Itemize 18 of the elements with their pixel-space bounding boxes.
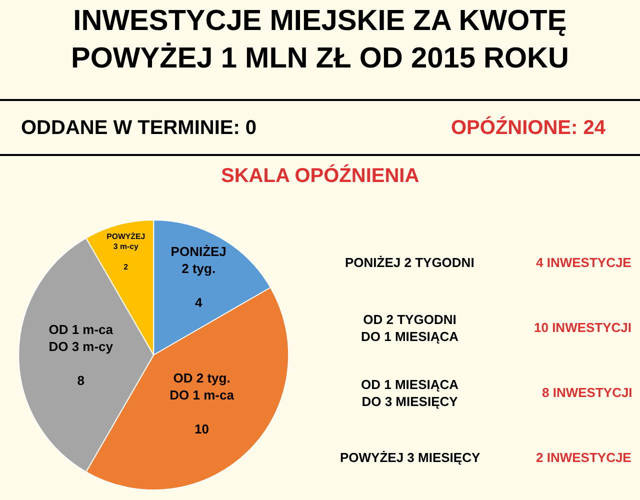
data-label: 4 [194, 294, 203, 310]
text: 8 INWESTYCJI [542, 385, 632, 400]
chart-subtitle: SKALA OPÓŹNIENIA [221, 164, 420, 187]
data-label: 10 [194, 421, 210, 436]
text: PONIŻEJ 2 TYGODNI [345, 255, 474, 270]
slice-label: OD 2 tyg. DO 1 m-ca [170, 370, 235, 403]
text: ODDANE W TERMINIE: 0 [21, 117, 257, 139]
data-label: 8 [77, 372, 84, 388]
chart-title: INWESTYCJE MIEJSKIE ZA KWOTĘ POWYŻEJ 1 MLN ZŁ OD 2015 ROKU [71, 5, 569, 75]
text: 2 INWESTYCJE [536, 450, 632, 465]
text: OD 2 TYGODNI DO 1 MIESIĄCA [361, 312, 460, 344]
slice-label: PONIŻEJ 2 tyg. [170, 244, 226, 276]
text: OD 1 MIESIĄCA DO 3 MIESIĘCY [361, 377, 460, 409]
text: 10 INWESTYCJI [534, 320, 632, 335]
slice-label: OD 1 m-ca DO 3 m-cy [48, 322, 114, 354]
text: OPÓŹNIONE: 24 [451, 116, 606, 139]
text: POWYŻEJ 3 MIESIĘCY [340, 450, 480, 465]
text: 4 INWESTYCJE [536, 255, 632, 270]
